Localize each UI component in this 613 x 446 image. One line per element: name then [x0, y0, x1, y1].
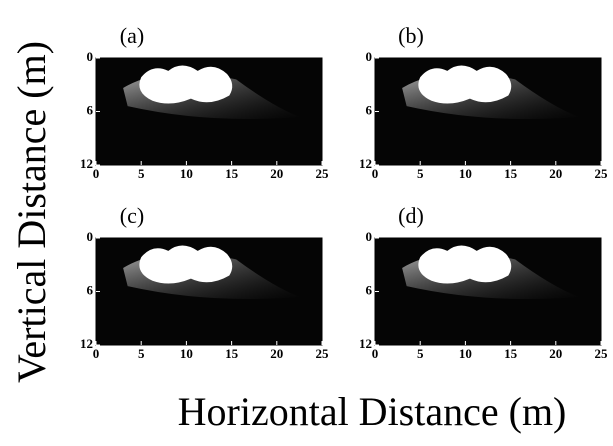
y-tick-label: 12 [359, 156, 372, 171]
x-tick-label: 0 [93, 166, 100, 181]
y-tick-label: 0 [87, 229, 94, 244]
x-tick-label: 10 [459, 346, 472, 361]
x-tick-label: 25 [316, 166, 330, 181]
x-tick-label: 15 [225, 346, 239, 361]
panel-label: (d) [398, 203, 424, 228]
x-tick-label: 25 [316, 346, 330, 361]
panel-label: (a) [120, 23, 144, 48]
x-tick-label: 10 [180, 166, 193, 181]
x-tick-label: 15 [225, 166, 239, 181]
x-tick-label: 5 [417, 166, 424, 181]
y-tick-label: 12 [359, 336, 372, 351]
y-tick-label: 12 [80, 336, 93, 351]
image-cavity [139, 245, 233, 284]
x-tick-label: 15 [504, 166, 518, 181]
x-tick-label: 25 [595, 346, 609, 361]
x-tick-label: 20 [549, 346, 562, 361]
panel-label: (b) [398, 23, 424, 48]
x-tick-label: 20 [549, 166, 562, 181]
x-tick-label: 5 [138, 166, 145, 181]
x-tick-label: 0 [372, 166, 379, 181]
y-tick-label: 0 [87, 49, 94, 64]
x-tick-label: 5 [417, 346, 424, 361]
y-tick-label: 6 [366, 282, 373, 297]
y-tick-label: 12 [80, 156, 93, 171]
x-tick-label: 10 [180, 346, 193, 361]
x-tick-label: 5 [138, 346, 145, 361]
y-tick-label: 0 [366, 49, 373, 64]
image-cavity [139, 65, 233, 104]
x-axis-title: Horizontal Distance (m) [178, 389, 567, 434]
x-tick-label: 10 [459, 166, 472, 181]
x-tick-label: 25 [595, 166, 609, 181]
image-cavity [418, 65, 512, 104]
y-tick-label: 6 [87, 282, 94, 297]
y-tick-label: 6 [87, 102, 94, 117]
x-tick-label: 20 [270, 166, 283, 181]
x-tick-label: 15 [504, 346, 518, 361]
x-tick-label: 20 [270, 346, 283, 361]
y-tick-label: 6 [366, 102, 373, 117]
y-tick-label: 0 [366, 229, 373, 244]
y-axis-title: Vertical Distance (m) [9, 41, 54, 383]
x-tick-label: 0 [93, 346, 100, 361]
x-tick-label: 0 [372, 346, 379, 361]
panel-label: (c) [120, 203, 144, 228]
image-cavity [418, 245, 512, 284]
